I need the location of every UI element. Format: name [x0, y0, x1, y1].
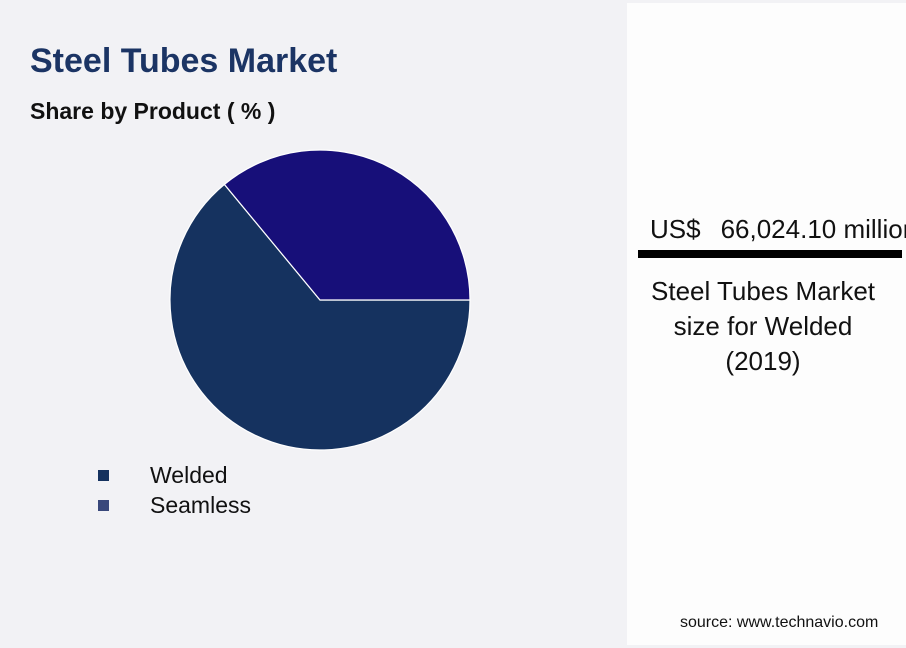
value-caption: Steel Tubes Market size for Welded (2019… [651, 276, 875, 376]
value-amount: 66,024.10 million [720, 214, 906, 244]
pie-slice-seamless [223, 149, 471, 301]
highlight-panel [627, 3, 906, 645]
value-underline [638, 250, 902, 258]
legend-label-welded: Welded [150, 461, 228, 488]
source-credit: source: www.technavio.com [680, 614, 879, 631]
pie-chart [169, 149, 471, 451]
legend-label-seamless: Seamless [150, 491, 251, 518]
chart-subtitle: Share by Product ( % ) [30, 98, 276, 124]
legend-item-seamless: Seamless [98, 490, 251, 520]
chart-panel: Steel Tubes Market Share by Product ( % … [30, 42, 471, 520]
currency-label: US$ [650, 214, 701, 244]
legend-swatch-seamless [98, 499, 109, 511]
legend-item-welded: Welded [98, 460, 251, 490]
legend: Welded Seamless [98, 460, 251, 520]
legend-swatch-welded [98, 469, 109, 481]
market-value: US$ 66,024.10 million [650, 214, 906, 245]
pie-slice-welded [169, 183, 471, 451]
chart-title: Steel Tubes Market [30, 42, 338, 80]
